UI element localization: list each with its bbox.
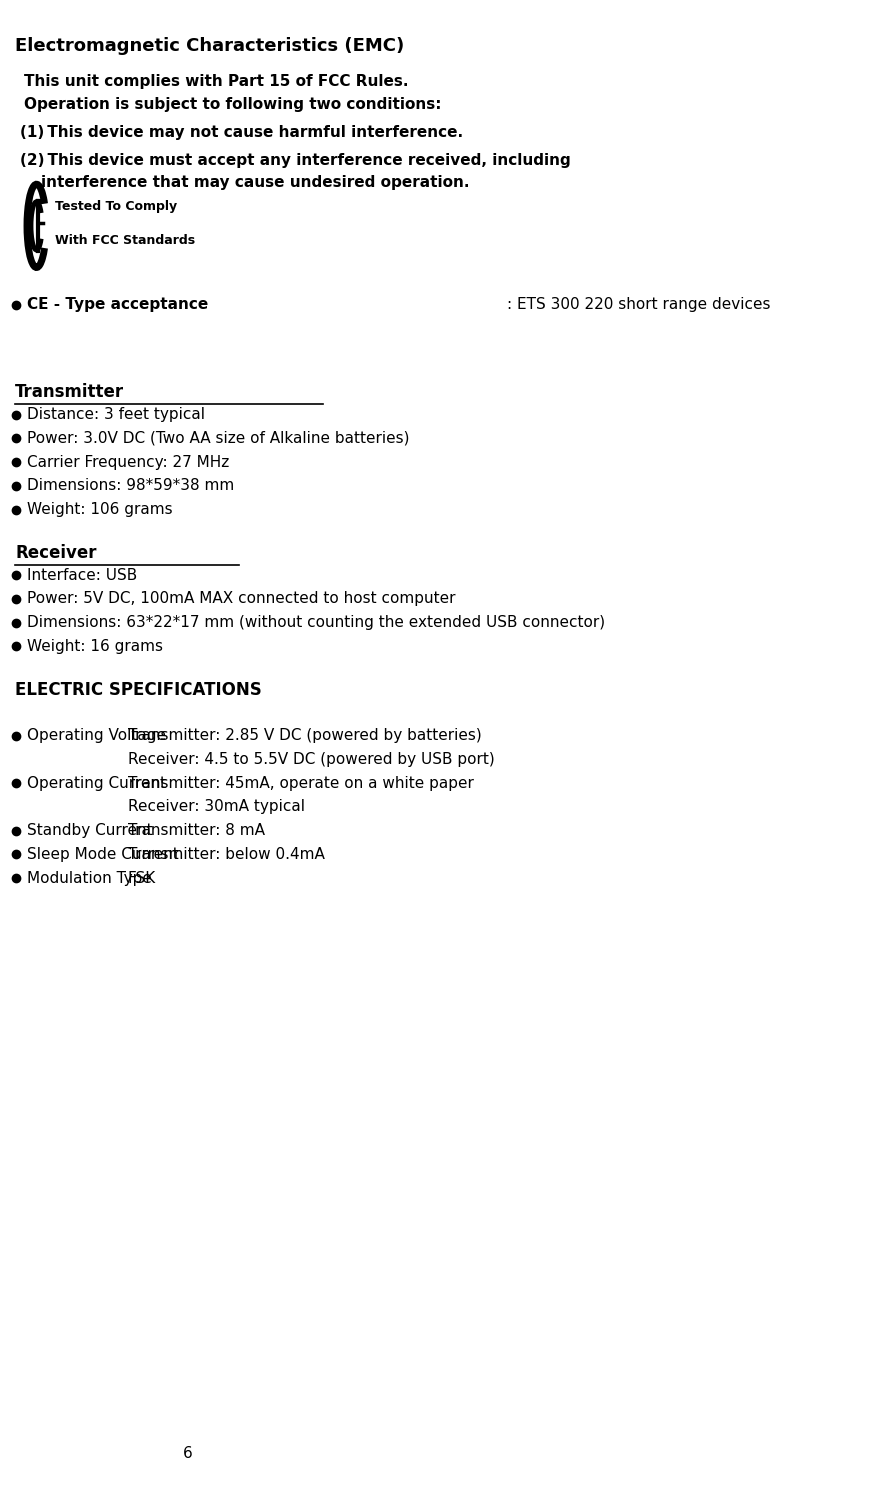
Text: Interface: USB: Interface: USB [27, 568, 138, 583]
Text: (2) This device must accept any interference received, including: (2) This device must accept any interfer… [19, 153, 570, 168]
Text: Receiver: 4.5 to 5.5V DC (powered by USB port): Receiver: 4.5 to 5.5V DC (powered by USB… [128, 752, 495, 767]
Text: Weight: 106 grams: Weight: 106 grams [27, 502, 173, 517]
Text: Modulation Type: Modulation Type [27, 871, 152, 886]
Text: Dimensions: 98*59*38 mm: Dimensions: 98*59*38 mm [27, 478, 235, 493]
Text: Power: 3.0V DC (Two AA size of Alkaline batteries): Power: 3.0V DC (Two AA size of Alkaline … [27, 431, 410, 446]
Text: Carrier Frequency: 27 MHz: Carrier Frequency: 27 MHz [27, 455, 230, 470]
Text: 6: 6 [183, 1446, 193, 1461]
Text: interference that may cause undesired operation.: interference that may cause undesired op… [19, 175, 469, 190]
Text: With FCC Standards: With FCC Standards [55, 235, 195, 247]
Text: Transmitter: 45mA, operate on a white paper: Transmitter: 45mA, operate on a white pa… [128, 776, 474, 791]
Text: Standby Current: Standby Current [27, 823, 152, 838]
Text: This unit complies with Part 15 of FCC Rules.: This unit complies with Part 15 of FCC R… [25, 74, 409, 89]
Text: : ETS 300 220 short range devices: : ETS 300 220 short range devices [507, 297, 771, 312]
Text: Operation is subject to following two conditions:: Operation is subject to following two co… [25, 97, 442, 111]
Text: Transmitter: 2.85 V DC (powered by batteries): Transmitter: 2.85 V DC (powered by batte… [128, 728, 482, 743]
Text: Transmitter: below 0.4mA: Transmitter: below 0.4mA [128, 847, 325, 862]
Text: Operating Current: Operating Current [27, 776, 166, 791]
Text: FSK: FSK [128, 871, 156, 886]
Text: Distance: 3 feet typical: Distance: 3 feet typical [27, 407, 205, 422]
Text: Receiver: Receiver [15, 544, 96, 562]
Text: Power: 5V DC, 100mA MAX connected to host computer: Power: 5V DC, 100mA MAX connected to hos… [27, 591, 456, 606]
Text: Tested To Comply: Tested To Comply [55, 201, 178, 212]
Text: Electromagnetic Characteristics (EMC): Electromagnetic Characteristics (EMC) [15, 37, 405, 55]
Text: Transmitter: 8 mA: Transmitter: 8 mA [128, 823, 265, 838]
Text: Sleep Mode Current: Sleep Mode Current [27, 847, 179, 862]
Text: CE - Type acceptance: CE - Type acceptance [27, 297, 208, 312]
Text: Dimensions: 63*22*17 mm (without counting the extended USB connector): Dimensions: 63*22*17 mm (without countin… [27, 615, 605, 630]
Text: Receiver: 30mA typical: Receiver: 30mA typical [128, 799, 305, 814]
Text: Weight: 16 grams: Weight: 16 grams [27, 639, 163, 654]
Text: Operating Voltage: Operating Voltage [27, 728, 166, 743]
Text: ELECTRIC SPECIFICATIONS: ELECTRIC SPECIFICATIONS [15, 681, 262, 698]
Text: Transmitter: Transmitter [15, 383, 124, 401]
Text: (1) This device may not cause harmful interference.: (1) This device may not cause harmful in… [19, 125, 463, 140]
